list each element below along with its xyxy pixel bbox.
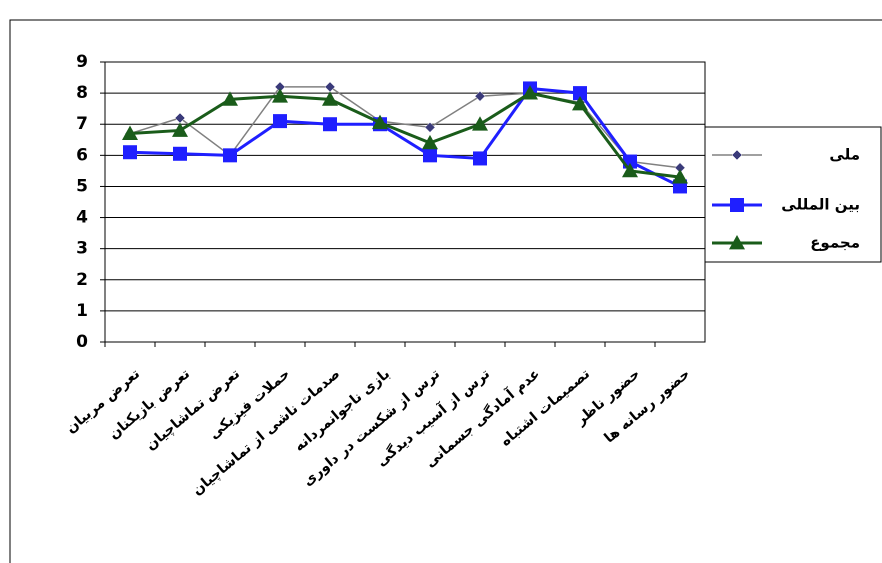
legend-label: بین المللی — [781, 196, 860, 214]
y-tick-label: 7 — [76, 114, 88, 134]
data-point — [423, 148, 437, 162]
legend-label: مجموع — [810, 234, 860, 252]
legend-label: ملی — [829, 146, 860, 164]
data-point — [473, 151, 487, 165]
y-tick-label: 1 — [76, 301, 88, 321]
chart-border — [10, 20, 882, 563]
data-point — [223, 148, 237, 162]
y-tick-label: 5 — [76, 176, 88, 196]
data-point — [273, 114, 287, 128]
data-point — [123, 145, 137, 159]
y-tick-label: 3 — [76, 239, 88, 259]
y-tick-label: 9 — [76, 52, 88, 72]
y-tick-label: 6 — [76, 145, 88, 165]
data-point — [173, 147, 187, 161]
data-point — [323, 117, 337, 131]
y-tick-label: 0 — [76, 332, 88, 352]
y-tick-label: 2 — [76, 270, 88, 290]
legend-marker — [730, 198, 744, 212]
chart: 0123456789تعرض مربیانتعرض بازیکنانتعرض ت… — [0, 0, 882, 563]
y-tick-label: 4 — [76, 208, 88, 228]
y-tick-label: 8 — [76, 83, 88, 103]
